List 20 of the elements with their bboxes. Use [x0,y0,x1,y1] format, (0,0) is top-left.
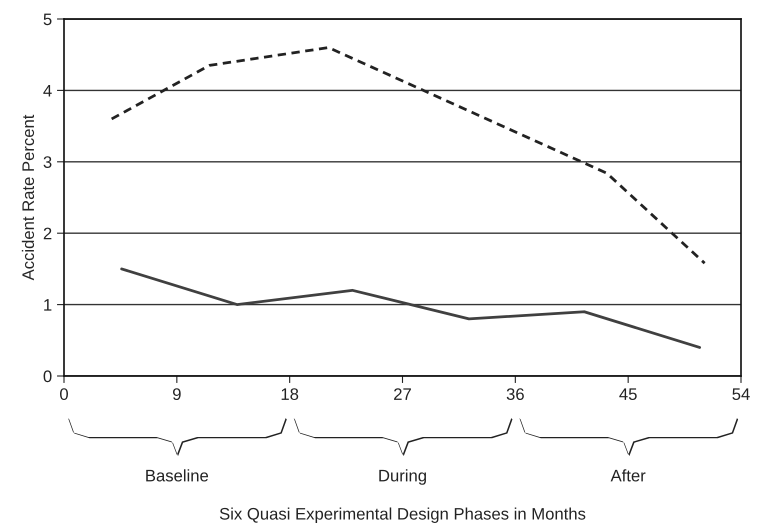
line-series [110,46,706,265]
y-tick-label: 4 [43,84,52,96]
text: Six Quasi Experimental Design Phases in Months [220,507,586,523]
x-tick-label: 45 [619,388,637,400]
y-tick-label: 5 [44,14,52,26]
y-tick-label: 3 [44,156,52,168]
text: After [610,469,646,482]
x-tick-label: 18 [282,388,298,400]
x-tick-label: 9 [172,388,181,400]
x-tick-label: 27 [394,388,411,400]
line-series [120,268,702,349]
text: During [379,469,426,485]
y-tick-label: 0 [44,370,52,382]
y-tick-label: 2 [44,228,52,240]
x-tick-label: 36 [506,388,524,400]
text: Baseline [146,469,208,482]
y-axis-title: Accident Rate Percent [22,114,34,280]
x-tick-label: 54 [732,388,750,400]
x-tick-label: 0 [60,388,68,400]
y-tick-label: 1 [44,299,52,311]
